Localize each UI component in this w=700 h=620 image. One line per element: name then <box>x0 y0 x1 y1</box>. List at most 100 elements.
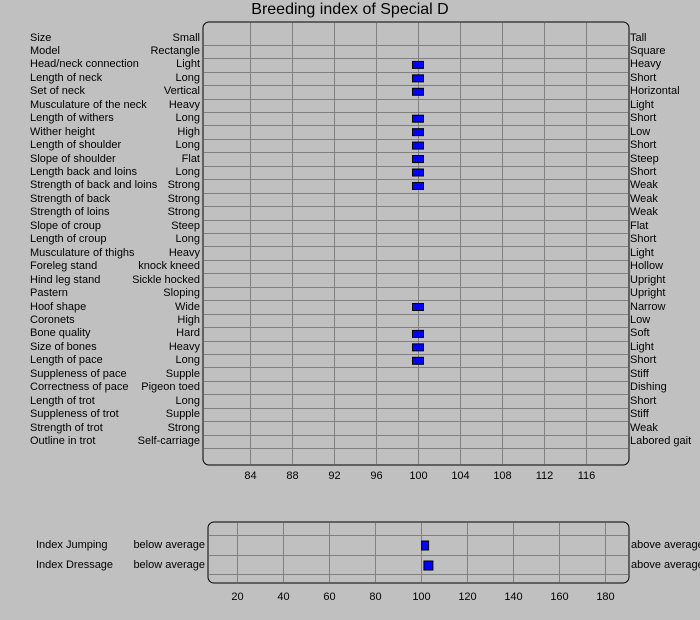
trait-low-label: Supple <box>165 408 200 421</box>
trait-high-label: Low <box>630 313 651 326</box>
trait-high-label: Short <box>630 394 657 407</box>
trait-high-label: Upright <box>630 273 666 286</box>
trait-high-label: Labored gait <box>630 435 692 447</box>
trait-name: Suppleness of trot <box>30 408 119 421</box>
trait-low-label: Long <box>175 354 200 367</box>
trait-name: Foreleg stand <box>30 260 98 273</box>
trait-name: Pastern <box>30 287 68 300</box>
trait-name: Size <box>30 31 52 44</box>
trait-marker <box>412 303 424 311</box>
trait-low-label: Long <box>175 166 200 178</box>
trait-high-label: Stiff <box>630 408 649 421</box>
trait-name: Slope of shoulder <box>30 152 116 165</box>
trait-name: Outline in trot <box>30 435 96 447</box>
index-high-label: above average <box>631 558 700 571</box>
trait-low-label: Steep <box>171 219 200 232</box>
trait-marker <box>412 343 424 352</box>
trait-low-label: Strong <box>167 179 200 192</box>
trait-name: Length of croup <box>30 233 107 246</box>
trait-name: Wither height <box>30 125 95 138</box>
trait-name: Slope of croup <box>30 219 101 232</box>
trait-name: Strength of back and loins <box>30 179 158 192</box>
x-tick-label: 112 <box>536 470 554 482</box>
trait-low-label: Supple <box>165 367 200 380</box>
x-tick-label: 60 <box>323 591 335 603</box>
index-low-label: below average <box>133 538 205 551</box>
trait-low-label: Strong <box>167 206 200 219</box>
chart-frame <box>202 21 630 466</box>
x-tick-label: 84 <box>244 470 256 482</box>
x-tick-label: 116 <box>578 470 596 482</box>
index-name: Index Dressage <box>36 558 114 571</box>
trait-chart: 84 88 92 96 100 104 108 112 116 <box>202 21 630 482</box>
trait-high-label: Steep <box>630 152 659 165</box>
trait-low-label: Long <box>175 139 200 152</box>
index-high-label: above average <box>631 538 700 551</box>
trait-marker <box>412 329 424 338</box>
trait-high-label: Light <box>630 246 654 259</box>
trait-low-label: Strong <box>167 192 200 205</box>
trait-marker <box>412 155 424 164</box>
trait-low-label: Rectangle <box>150 44 200 57</box>
trait-name: Model <box>30 44 60 57</box>
trait-high-label: Tall <box>630 31 647 44</box>
trait-name: Length of pace <box>30 354 103 367</box>
trait-high-label: Short <box>630 112 657 125</box>
trait-high-label: Square <box>630 44 666 57</box>
trait-name: Length back and loins <box>30 166 138 178</box>
trait-name: Strength of loins <box>30 206 110 219</box>
trait-name: Length of neck <box>30 71 103 84</box>
trait-high-label: Weak <box>630 421 658 434</box>
trait-low-label: Small <box>172 31 200 44</box>
index-marker <box>423 560 434 571</box>
trait-low-label: Heavy <box>168 246 200 259</box>
trait-high-label: Low <box>630 125 651 138</box>
trait-name: Bone quality <box>30 327 91 340</box>
chart-title: Breeding index of Special D <box>251 1 449 18</box>
trait-name: Coronets <box>30 313 75 326</box>
trait-marker <box>412 356 424 365</box>
trait-marker <box>412 181 424 190</box>
trait-name: Suppleness of pace <box>30 367 127 380</box>
x-tick-label: 92 <box>328 470 340 482</box>
trait-low-label: Wide <box>174 300 200 313</box>
trait-low-label: Long <box>175 71 200 84</box>
trait-marker <box>412 60 424 69</box>
trait-name: Hind leg stand <box>30 273 101 286</box>
x-tick-label: 160 <box>550 591 568 603</box>
trait-high-label: Heavy <box>630 58 662 71</box>
trait-high-label: Short <box>630 354 657 367</box>
trait-high-label: Stiff <box>630 367 649 380</box>
trait-low-label: Vertical <box>163 85 200 98</box>
trait-high-label: Light <box>630 340 654 353</box>
x-tick-label: 20 <box>231 591 243 603</box>
x-tick-label: 96 <box>370 470 382 482</box>
x-tick-label: 100 <box>412 591 430 603</box>
x-tick-label: 104 <box>451 470 469 482</box>
index-marker <box>421 540 430 551</box>
trait-high-label: Weak <box>630 192 658 205</box>
trait-low-label: Long <box>175 112 200 125</box>
trait-low-label: High <box>177 313 200 326</box>
trait-marker <box>412 114 424 123</box>
x-tick-label: 140 <box>504 591 522 603</box>
trait-name: Musculature of the neck <box>30 98 147 111</box>
x-tick-label: 100 <box>409 470 427 482</box>
trait-marker <box>412 87 424 96</box>
trait-high-label: Weak <box>630 206 658 219</box>
trait-low-label: Strong <box>167 421 200 434</box>
trait-name: Correctness of pace <box>30 381 129 394</box>
trait-low-label: Pigeon toed <box>141 381 200 394</box>
trait-low-label: Hard <box>176 327 200 340</box>
trait-high-label: Weak <box>630 179 658 192</box>
trait-low-label: Flat <box>181 152 200 165</box>
trait-marker <box>412 141 424 150</box>
trait-marker <box>412 128 424 137</box>
trait-low-label: Long <box>175 233 200 246</box>
trait-high-label: Short <box>630 233 657 246</box>
trait-name: Musculature of thighs <box>30 246 135 259</box>
trait-high-label: Short <box>630 139 657 152</box>
trait-name: Length of shoulder <box>30 139 122 152</box>
index-frame <box>207 521 630 584</box>
trait-name: Size of bones <box>30 340 97 353</box>
